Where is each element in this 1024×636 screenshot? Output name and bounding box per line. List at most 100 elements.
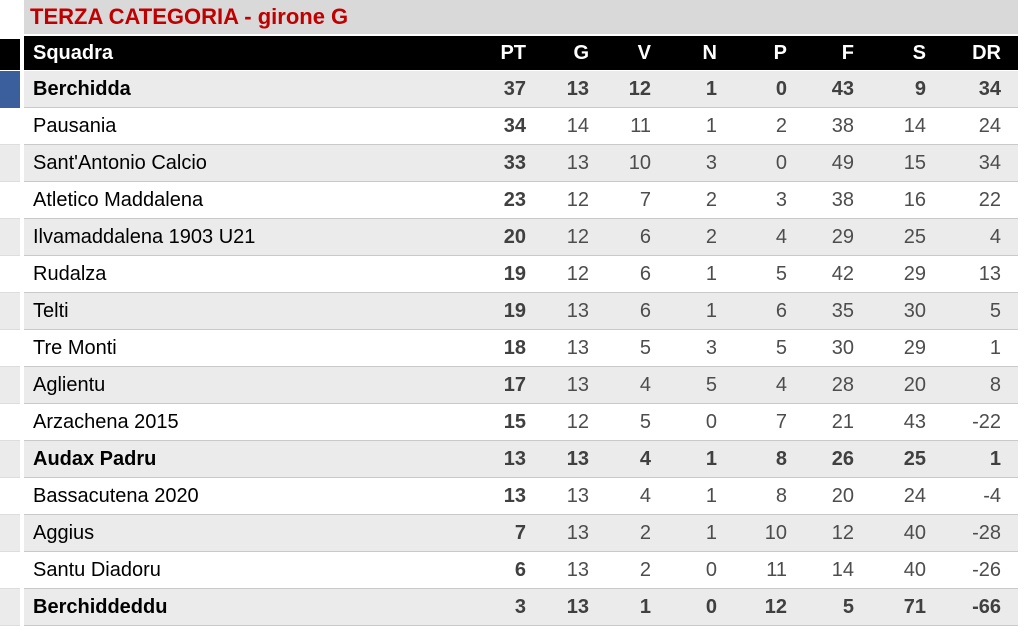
stat-value: 21: [804, 404, 871, 441]
stat-value: 5: [734, 256, 804, 293]
stat-value: 0: [734, 71, 804, 108]
stat-value: 7: [734, 404, 804, 441]
rank-marker: [0, 145, 20, 182]
stat-value: 16: [871, 182, 943, 219]
stat-value: 4: [734, 367, 804, 404]
team-name: Ilvamaddalena 1903 U21: [24, 219, 470, 256]
standings-body: Berchidda 37 13 12 1 0 43 9 34 Pausania …: [0, 71, 1018, 626]
table-row: Berchidda 37 13 12 1 0 43 9 34: [0, 71, 1018, 108]
rank-marker: [0, 330, 20, 367]
stat-value: 34: [943, 145, 1018, 182]
stat-value: 12: [543, 256, 606, 293]
stat-value: 14: [543, 108, 606, 145]
rank-marker: [0, 404, 20, 441]
stat-value: 12: [543, 182, 606, 219]
stat-value: 13: [943, 256, 1018, 293]
stat-value: 1: [668, 293, 734, 330]
rank-marker: [0, 71, 20, 108]
stat-value: 7: [606, 182, 668, 219]
rank-marker: [0, 478, 20, 515]
stat-value: 14: [871, 108, 943, 145]
title-gap: [20, 0, 24, 36]
stat-value: 19: [470, 256, 543, 293]
stat-value: 49: [804, 145, 871, 182]
table-row: Sant'Antonio Calcio 33 13 10 3 0 49 15 3…: [0, 145, 1018, 182]
stat-value: 6: [606, 256, 668, 293]
stat-value: 12: [734, 589, 804, 626]
stat-value: 0: [668, 589, 734, 626]
column-header-p: P: [734, 36, 804, 71]
stat-value: 5: [734, 330, 804, 367]
stat-value: 12: [543, 404, 606, 441]
stat-value: 5: [804, 589, 871, 626]
table-row: Bassacutena 2020 13 13 4 1 8 20 24 -4: [0, 478, 1018, 515]
stat-value: 40: [871, 552, 943, 589]
stat-value: 2: [606, 552, 668, 589]
stat-value: 0: [668, 404, 734, 441]
row-gap: [20, 404, 24, 441]
table-row: Audax Padru 13 13 4 1 8 26 25 1: [0, 441, 1018, 478]
stat-value: 8: [943, 367, 1018, 404]
rank-marker: [0, 552, 20, 589]
stat-value: 19: [470, 293, 543, 330]
stat-value: 4: [606, 367, 668, 404]
stat-value: 1: [668, 515, 734, 552]
stat-value: 33: [470, 145, 543, 182]
stat-value: -22: [943, 404, 1018, 441]
table-row: Arzachena 2015 15 12 5 0 7 21 43 -22: [0, 404, 1018, 441]
team-name: Aglientu: [24, 367, 470, 404]
stat-value: 13: [543, 478, 606, 515]
stat-value: 1: [668, 108, 734, 145]
row-gap: [20, 478, 24, 515]
stat-value: 13: [543, 515, 606, 552]
column-header-n: N: [668, 36, 734, 71]
stat-value: 3: [668, 330, 734, 367]
stat-value: 28: [804, 367, 871, 404]
stat-value: 11: [606, 108, 668, 145]
stat-value: 26: [804, 441, 871, 478]
team-name: Santu Diadoru: [24, 552, 470, 589]
column-header-s: S: [871, 36, 943, 71]
stat-value: 8: [734, 441, 804, 478]
stat-value: 43: [871, 404, 943, 441]
column-header-dr: DR: [943, 36, 1018, 71]
stat-value: 38: [804, 182, 871, 219]
stat-value: 15: [470, 404, 543, 441]
team-name: Atletico Maddalena: [24, 182, 470, 219]
stat-value: 13: [470, 441, 543, 478]
standings-table: TERZA CATEGORIA - girone G Squadra PT G …: [0, 0, 1018, 626]
stat-value: 40: [871, 515, 943, 552]
row-gap: [20, 367, 24, 404]
stat-value: 13: [543, 293, 606, 330]
stat-value: 13: [543, 441, 606, 478]
stat-value: 20: [470, 219, 543, 256]
row-gap: [20, 589, 24, 626]
table-row: Santu Diadoru 6 13 2 0 11 14 40 -26: [0, 552, 1018, 589]
stat-value: 4: [734, 219, 804, 256]
stat-value: 13: [543, 330, 606, 367]
stat-value: 1: [606, 589, 668, 626]
stat-value: 13: [543, 145, 606, 182]
team-name: Rudalza: [24, 256, 470, 293]
stat-value: 13: [543, 552, 606, 589]
team-name: Bassacutena 2020: [24, 478, 470, 515]
row-gap: [20, 293, 24, 330]
row-gap: [20, 441, 24, 478]
stat-value: 5: [943, 293, 1018, 330]
stat-value: 20: [804, 478, 871, 515]
rank-marker: [0, 219, 20, 256]
stat-value: 6: [606, 293, 668, 330]
stat-value: -26: [943, 552, 1018, 589]
stat-value: 71: [871, 589, 943, 626]
row-gap: [20, 552, 24, 589]
table-row: Telti 19 13 6 1 6 35 30 5: [0, 293, 1018, 330]
stat-value: 30: [871, 293, 943, 330]
header-gap: [20, 36, 24, 71]
stat-value: 20: [871, 367, 943, 404]
stat-value: 23: [470, 182, 543, 219]
column-header-g: G: [543, 36, 606, 71]
stat-value: 1: [668, 478, 734, 515]
stat-value: 5: [606, 330, 668, 367]
table-header-row: Squadra PT G V N P F S DR: [0, 36, 1018, 71]
stat-value: 6: [734, 293, 804, 330]
